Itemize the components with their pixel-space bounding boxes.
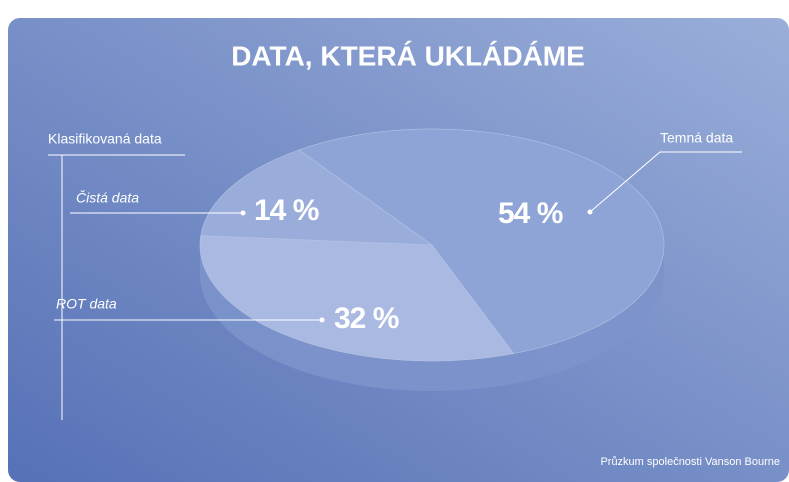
value-label: 32 % (334, 302, 399, 335)
dot (240, 210, 246, 216)
pie (199, 128, 665, 362)
leader (589, 151, 742, 213)
value-label: 54 % (498, 197, 563, 230)
source: Průzkum společnosti Vanson Bourne (600, 456, 780, 468)
slice (298, 128, 665, 354)
slice (200, 149, 433, 246)
category-label: ROT data (56, 296, 117, 312)
value-label: 14 % (254, 194, 319, 227)
category-label: Temná data (660, 130, 733, 146)
annotation: Klasifikovaná data (48, 131, 162, 147)
slice (199, 235, 515, 362)
chart-title: DATA, KTERÁ UKLÁDÁME (231, 40, 585, 71)
category-label: Čistá data (76, 190, 139, 206)
dot (587, 209, 593, 215)
dot (319, 317, 325, 323)
